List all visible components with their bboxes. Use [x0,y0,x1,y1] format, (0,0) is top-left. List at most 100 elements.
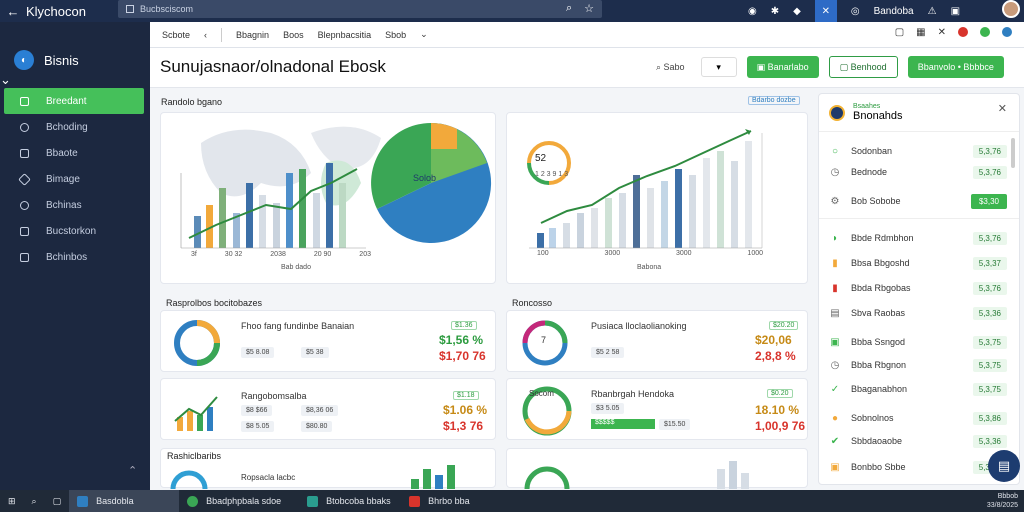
window-icon[interactable]: ▢ [894,27,905,38]
row-value: $3,30 [970,193,1007,209]
url-text: Bucbsciscom [140,4,194,14]
filter-label[interactable]: ⌕ Sabo [650,58,691,77]
sidebar-item-4[interactable]: Bchinas [0,192,150,218]
menu-icon[interactable]: ✕ [814,0,837,22]
sidebar-item-1[interactable]: Bchoding [0,114,150,140]
list-item[interactable]: ▮ Bbsa Bbgoshd 5,3,37 [819,252,1019,274]
bar-mark [259,195,266,248]
row-value: 5,3,76 [972,281,1007,295]
toolbar-item-4[interactable]: Sbob [385,29,407,40]
dropdown[interactable]: ▾ [700,57,737,77]
star-icon[interactable]: ☆ [584,3,594,15]
task-label: Bbadphpbala sdoe [206,496,282,506]
row-label: Bbaganabhon [851,384,908,394]
row-label: Sbbdaoaobe [851,436,903,446]
list-item[interactable]: ⚙ Bob Sobobe $3,30 [819,190,1019,212]
list-item[interactable]: ▤ Sbva Raobas 5,3,36 [819,302,1019,324]
list-item[interactable]: ◗ Bbde Rdmbhon 5,3,76 [819,227,1019,249]
chevron-left-icon[interactable]: ‹ [204,29,208,40]
scrollbar[interactable] [1011,138,1015,168]
metric-pill: $8,36 06 [301,405,339,416]
sidebar-item-3[interactable]: Bimage [0,166,150,192]
blue-dot-icon[interactable] [1002,27,1012,37]
system-tray[interactable]: Bbbob 33/8/2025 [987,492,1018,510]
section-title: Roncosso [512,298,553,308]
profile-icon[interactable]: ◎ [850,5,860,17]
metric-card-b[interactable]: 7 Pusiaca lloclaolianoking $5 2 58 $20.2… [506,310,808,372]
share-icon[interactable]: ◆ [793,5,801,17]
sidebar-item-5[interactable]: Bucstorkon [0,218,150,244]
primary-button[interactable]: ▣ Banarlabo [746,56,819,78]
list-item[interactable]: ▮ Bbda Rbgobas 5,3,76 [819,277,1019,299]
sidebar-item-2[interactable]: Bbaote [0,140,150,166]
task-view-button[interactable]: ▢ [45,490,70,512]
bar-mark [549,228,556,248]
toolbar-item-0[interactable]: Scbote [162,29,191,40]
green-dot-icon[interactable] [980,27,990,37]
row-value: 5,3,36 [972,434,1007,448]
page-title: Sunujasnaor/olnadonal Ebosk [160,57,386,76]
chevron-down-icon[interactable]: ⌄ [420,29,428,39]
metric-card-d[interactable]: Socom Rbanbrgah Hendoka $3 5.05 $$$$$ $1… [506,378,808,440]
bar-mark [326,163,333,248]
red-dot-icon[interactable] [958,27,968,37]
row-value: 5,3,75 [972,335,1007,349]
list-item[interactable]: ● Sobnolnos 5,3,86 [819,407,1019,429]
toolbar-item-1[interactable]: Bbagnin [236,29,270,40]
list-item[interactable]: ◷ Bbba Rbgnon 5,3,75 [819,354,1019,376]
taskbar-app-2[interactable]: Btobcoba bbaks [299,490,401,512]
tag-icon: ▣ [830,461,840,473]
toolbar-item-3[interactable]: Blepnbacsitia [317,29,372,40]
map-chart [180,122,492,249]
list-item[interactable]: ✓ Bbaganabhon 5,3,75 [819,378,1019,400]
grid-icon[interactable]: ▦ [916,27,926,38]
avatar[interactable] [1002,0,1020,18]
list-item[interactable]: ✔ Sbbdaoaobe 5,3,36 [819,430,1019,452]
metric-pill: $5 8.08 [241,347,275,358]
task-label: Basdobla [96,496,134,506]
back-icon[interactable]: ← [6,3,20,19]
sidebar-item-6[interactable]: Bchinbos [0,244,150,270]
chevron-down-icon[interactable]: ⌄ [0,72,11,87]
search-button[interactable]: ⌕ [24,490,45,512]
metric-title: Rangobomsalba [241,391,307,401]
metric-card-c[interactable]: Rangobomsalba $8 $66 $8,36 06 $8 5.05 $8… [160,378,496,440]
chat-button[interactable]: ▤ [988,450,1020,482]
taskbar-app-3[interactable]: Bhrbo bba [401,490,481,512]
metric-badge: $20.20 [769,321,799,330]
section3-card-b [506,448,808,490]
close-icon[interactable]: ✕ [997,103,1007,115]
brand[interactable]: ◐ Bisnis [0,22,150,72]
search-icon[interactable]: ⌕ [565,2,573,14]
refresh-icon[interactable]: ◉ [748,5,757,17]
secondary-button[interactable]: Bbanvolo • Bbbbce [907,56,1004,78]
outline-button-label: Benhood [850,62,887,72]
donut-value: Socom [529,389,554,398]
toolbar-item-2[interactable]: Boos [283,29,304,40]
bar-mark [577,213,584,248]
x-tick-label: 203 [359,251,371,258]
bell-icon[interactable]: ⚠ [927,5,937,17]
close-icon[interactable]: ✕ [937,27,946,38]
collapse-icon[interactable]: ⌃ [128,465,138,477]
metric-red-value: 1,00,9 76 [755,419,806,433]
row-value: 5,3,37 [972,256,1007,270]
bar-mark [177,417,183,431]
settings-icon[interactable]: ✱ [770,5,780,17]
bar-mark [219,188,226,248]
list-item[interactable]: ○ Sodonban 5,3,76 [819,140,1019,162]
start-button[interactable]: ⊞ [0,490,24,512]
metric-card-a[interactable]: Fhoo fang fundinbe Banaian $5 8.08 $5 38… [160,310,496,372]
outline-button[interactable]: ▢ Benhood [828,56,898,78]
list-item[interactable]: ▣ Bbba Ssngod 5,3,75 [819,331,1019,353]
taskbar-app-0[interactable]: Basdobla [69,490,180,512]
sidebar-item-0[interactable]: Breedant [4,88,144,114]
taskbar-app-1[interactable]: Bbadphpbala sdoe [179,490,299,512]
address-bar[interactable]: Bucbsciscom ⌕ ☆ [118,0,602,18]
grid-icon[interactable]: ▣ [950,5,961,17]
folder-icon [20,252,29,262]
bar-mark [729,461,737,489]
row-label: Bbsa Bbgoshd [851,258,910,268]
list-item[interactable]: ◷ Bednode 5,3,76 [819,161,1019,183]
top-right-tag[interactable]: Bdarbo dozbe [748,96,800,105]
